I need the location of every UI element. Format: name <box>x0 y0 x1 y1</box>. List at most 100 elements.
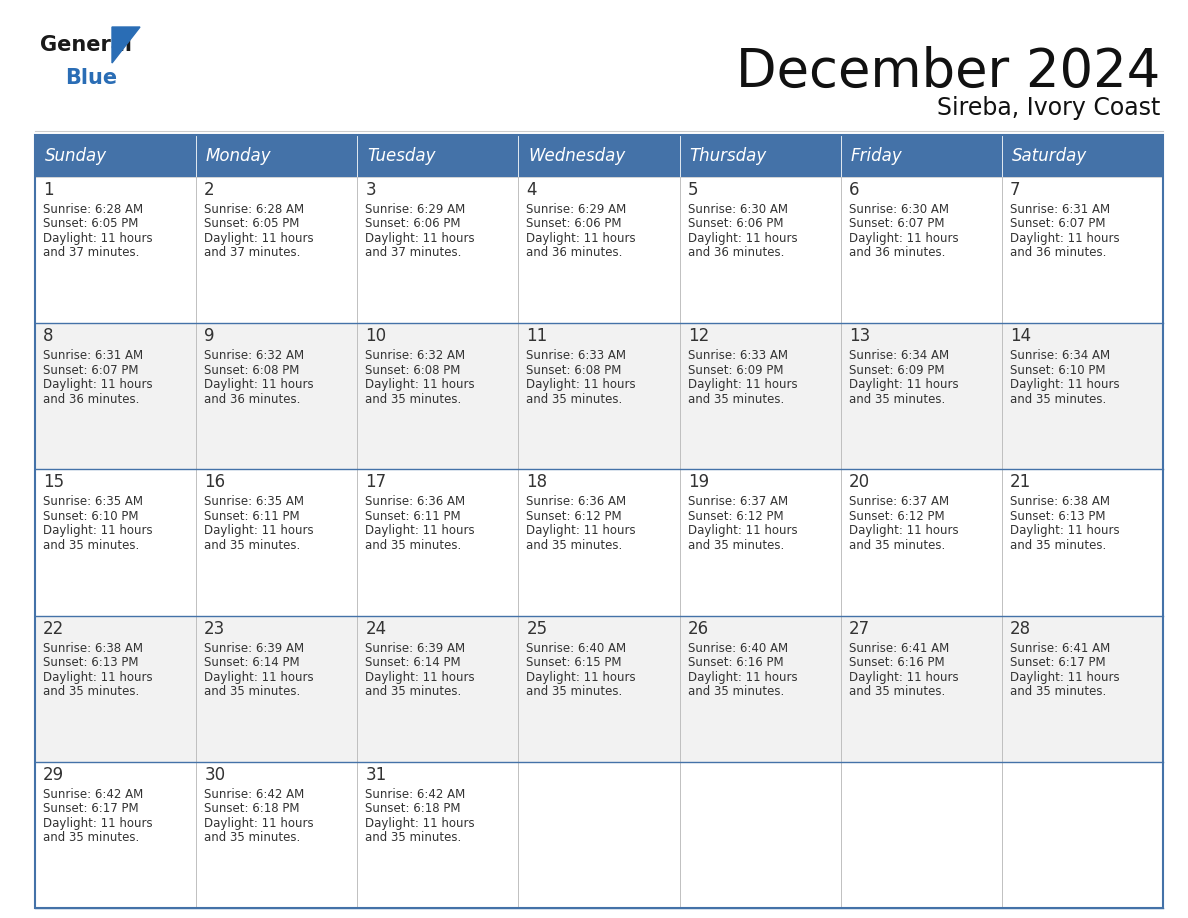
FancyBboxPatch shape <box>680 616 841 762</box>
Text: and 37 minutes.: and 37 minutes. <box>204 247 301 260</box>
FancyBboxPatch shape <box>680 177 841 323</box>
Text: and 36 minutes.: and 36 minutes. <box>43 393 139 406</box>
Text: 4: 4 <box>526 181 537 199</box>
Text: Sunset: 6:07 PM: Sunset: 6:07 PM <box>848 218 944 230</box>
Text: and 36 minutes.: and 36 minutes. <box>688 247 784 260</box>
Text: Daylight: 11 hours: Daylight: 11 hours <box>688 671 797 684</box>
Text: Sunset: 6:11 PM: Sunset: 6:11 PM <box>204 509 299 523</box>
Text: Daylight: 11 hours: Daylight: 11 hours <box>848 232 959 245</box>
Text: 11: 11 <box>526 327 548 345</box>
Text: Sunset: 6:18 PM: Sunset: 6:18 PM <box>204 802 299 815</box>
Text: and 37 minutes.: and 37 minutes. <box>366 247 462 260</box>
Text: Sunrise: 6:38 AM: Sunrise: 6:38 AM <box>1010 496 1110 509</box>
FancyBboxPatch shape <box>841 469 1001 616</box>
FancyBboxPatch shape <box>34 616 196 762</box>
Text: Sunset: 6:09 PM: Sunset: 6:09 PM <box>688 364 783 376</box>
FancyBboxPatch shape <box>1001 135 1163 177</box>
Text: and 35 minutes.: and 35 minutes. <box>204 539 301 552</box>
Text: Sunset: 6:09 PM: Sunset: 6:09 PM <box>848 364 944 376</box>
FancyBboxPatch shape <box>34 762 196 908</box>
Text: and 35 minutes.: and 35 minutes. <box>526 393 623 406</box>
FancyBboxPatch shape <box>518 323 680 469</box>
Text: Sireba, Ivory Coast: Sireba, Ivory Coast <box>936 96 1159 120</box>
Text: Sunrise: 6:39 AM: Sunrise: 6:39 AM <box>366 642 466 655</box>
Text: and 35 minutes.: and 35 minutes. <box>688 393 784 406</box>
Text: 27: 27 <box>848 620 870 638</box>
Text: and 35 minutes.: and 35 minutes. <box>848 393 944 406</box>
Text: Sunrise: 6:33 AM: Sunrise: 6:33 AM <box>526 349 626 363</box>
Text: December 2024: December 2024 <box>735 46 1159 98</box>
Text: Sunrise: 6:36 AM: Sunrise: 6:36 AM <box>366 496 466 509</box>
Text: and 35 minutes.: and 35 minutes. <box>366 685 462 698</box>
Text: Sunrise: 6:34 AM: Sunrise: 6:34 AM <box>848 349 949 363</box>
Text: Sunrise: 6:28 AM: Sunrise: 6:28 AM <box>43 203 144 216</box>
Text: and 35 minutes.: and 35 minutes. <box>204 685 301 698</box>
FancyBboxPatch shape <box>841 135 1001 177</box>
Text: 25: 25 <box>526 620 548 638</box>
FancyBboxPatch shape <box>358 177 518 323</box>
Text: and 35 minutes.: and 35 minutes. <box>366 539 462 552</box>
Text: Daylight: 11 hours: Daylight: 11 hours <box>848 378 959 391</box>
Text: 16: 16 <box>204 474 226 491</box>
FancyBboxPatch shape <box>518 469 680 616</box>
FancyBboxPatch shape <box>358 762 518 908</box>
FancyBboxPatch shape <box>34 323 196 469</box>
Text: 6: 6 <box>848 181 859 199</box>
Text: Daylight: 11 hours: Daylight: 11 hours <box>43 232 153 245</box>
Text: Sunrise: 6:38 AM: Sunrise: 6:38 AM <box>43 642 143 655</box>
FancyBboxPatch shape <box>358 135 518 177</box>
Text: Daylight: 11 hours: Daylight: 11 hours <box>1010 671 1119 684</box>
FancyBboxPatch shape <box>34 469 196 616</box>
Text: Sunset: 6:18 PM: Sunset: 6:18 PM <box>366 802 461 815</box>
Text: Sunset: 6:13 PM: Sunset: 6:13 PM <box>43 656 139 669</box>
Text: Blue: Blue <box>65 68 118 88</box>
FancyBboxPatch shape <box>196 177 358 323</box>
Text: 9: 9 <box>204 327 215 345</box>
Text: Daylight: 11 hours: Daylight: 11 hours <box>204 524 314 537</box>
Text: 23: 23 <box>204 620 226 638</box>
Text: Sunset: 6:08 PM: Sunset: 6:08 PM <box>204 364 299 376</box>
Text: Daylight: 11 hours: Daylight: 11 hours <box>366 817 475 830</box>
Text: Daylight: 11 hours: Daylight: 11 hours <box>526 524 636 537</box>
Text: 26: 26 <box>688 620 709 638</box>
Text: Daylight: 11 hours: Daylight: 11 hours <box>1010 232 1119 245</box>
Text: Daylight: 11 hours: Daylight: 11 hours <box>688 524 797 537</box>
Text: 15: 15 <box>43 474 64 491</box>
Text: and 35 minutes.: and 35 minutes. <box>43 832 139 845</box>
Text: Sunrise: 6:32 AM: Sunrise: 6:32 AM <box>204 349 304 363</box>
Text: Sunset: 6:06 PM: Sunset: 6:06 PM <box>526 218 623 230</box>
Text: Daylight: 11 hours: Daylight: 11 hours <box>366 232 475 245</box>
Text: Sunrise: 6:35 AM: Sunrise: 6:35 AM <box>43 496 143 509</box>
FancyBboxPatch shape <box>196 469 358 616</box>
Text: Sunrise: 6:37 AM: Sunrise: 6:37 AM <box>848 496 949 509</box>
Text: and 37 minutes.: and 37 minutes. <box>43 247 139 260</box>
Text: Sunrise: 6:30 AM: Sunrise: 6:30 AM <box>848 203 949 216</box>
Text: 17: 17 <box>366 474 386 491</box>
Text: Daylight: 11 hours: Daylight: 11 hours <box>204 817 314 830</box>
Text: Sunset: 6:05 PM: Sunset: 6:05 PM <box>43 218 139 230</box>
FancyBboxPatch shape <box>518 177 680 323</box>
Text: and 35 minutes.: and 35 minutes. <box>688 539 784 552</box>
FancyBboxPatch shape <box>196 135 358 177</box>
Text: 8: 8 <box>43 327 53 345</box>
Text: Sunrise: 6:40 AM: Sunrise: 6:40 AM <box>688 642 788 655</box>
Text: and 35 minutes.: and 35 minutes. <box>688 685 784 698</box>
Text: Sunrise: 6:28 AM: Sunrise: 6:28 AM <box>204 203 304 216</box>
Text: and 35 minutes.: and 35 minutes. <box>1010 685 1106 698</box>
Text: Sunrise: 6:30 AM: Sunrise: 6:30 AM <box>688 203 788 216</box>
Text: Daylight: 11 hours: Daylight: 11 hours <box>43 817 153 830</box>
FancyBboxPatch shape <box>680 323 841 469</box>
Text: 31: 31 <box>366 766 386 784</box>
Text: and 35 minutes.: and 35 minutes. <box>848 685 944 698</box>
Text: Daylight: 11 hours: Daylight: 11 hours <box>848 524 959 537</box>
FancyBboxPatch shape <box>841 177 1001 323</box>
FancyBboxPatch shape <box>1001 323 1163 469</box>
Text: and 36 minutes.: and 36 minutes. <box>526 247 623 260</box>
Text: 20: 20 <box>848 474 870 491</box>
Text: Sunset: 6:14 PM: Sunset: 6:14 PM <box>366 656 461 669</box>
Text: Daylight: 11 hours: Daylight: 11 hours <box>526 378 636 391</box>
Text: and 36 minutes.: and 36 minutes. <box>1010 247 1106 260</box>
FancyBboxPatch shape <box>1001 762 1163 908</box>
Text: 12: 12 <box>688 327 709 345</box>
Text: Saturday: Saturday <box>1011 147 1087 165</box>
